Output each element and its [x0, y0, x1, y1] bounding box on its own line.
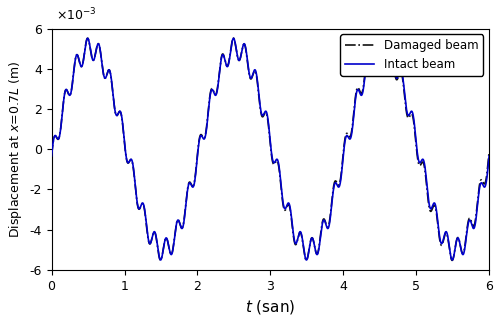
Damaged beam	[449, 258, 455, 262]
X-axis label: $t$ (san): $t$ (san)	[245, 298, 296, 316]
Damaged beam	[376, 36, 382, 40]
Intact beam	[236, 58, 242, 62]
Damaged beam	[98, 58, 104, 62]
Intact beam	[158, 258, 164, 262]
Intact beam	[124, 160, 130, 164]
Damaged beam	[430, 204, 436, 208]
Damaged beam	[124, 161, 130, 164]
Damaged beam	[236, 58, 242, 62]
Intact beam	[478, 181, 484, 185]
Damaged beam	[48, 153, 54, 157]
Damaged beam	[216, 70, 222, 74]
Line: Damaged beam: Damaged beam	[52, 38, 489, 260]
Damaged beam	[478, 178, 484, 182]
Intact beam	[430, 202, 436, 205]
Y-axis label: Displacement at $x$=0.7$L$ (m): Displacement at $x$=0.7$L$ (m)	[7, 61, 24, 238]
Intact beam	[48, 154, 54, 158]
Line: Intact beam: Intact beam	[52, 38, 489, 260]
Intact beam	[98, 58, 104, 62]
Intact beam	[216, 70, 222, 74]
Intact beam	[486, 154, 492, 158]
Damaged beam	[486, 150, 492, 153]
Text: $\times 10^{-3}$: $\times 10^{-3}$	[56, 7, 96, 24]
Legend: Damaged beam, Intact beam: Damaged beam, Intact beam	[340, 35, 483, 76]
Intact beam	[230, 36, 236, 40]
